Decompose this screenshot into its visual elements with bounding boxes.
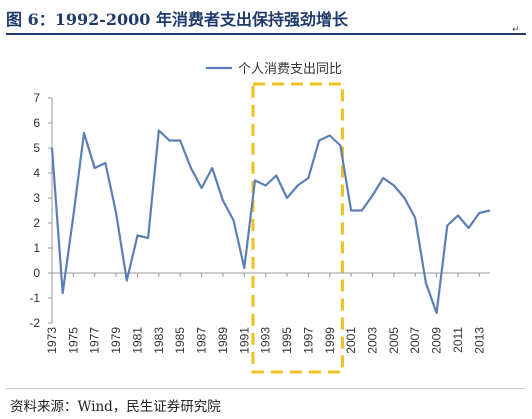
y-tick-label: 0: [33, 266, 40, 280]
x-tick-label: 2011: [451, 327, 465, 353]
y-tick-label: 6: [33, 116, 40, 130]
x-tick-label: 1979: [109, 327, 123, 354]
x-tick-label: 1991: [237, 327, 251, 354]
x-tick-label: 1983: [152, 327, 166, 354]
y-tick-label: 4: [33, 166, 40, 180]
x-tick-label: 1975: [66, 327, 80, 354]
y-tick-label: 1: [33, 241, 40, 255]
x-tick-label: 2003: [365, 327, 379, 354]
y-tick-label: -2: [29, 316, 40, 330]
y-tick-label: -1: [29, 291, 40, 305]
y-tick-label: 5: [33, 141, 40, 155]
series-line: [50, 129, 491, 315]
bottom-divider: [6, 388, 526, 389]
highlight-box: [251, 82, 344, 374]
x-tick-label: 1985: [173, 327, 187, 354]
line-chart: -2 -1 0 1 2 3 4 5 6 7 1973 1975 1977 1979 1981 1983 1985…: [29, 62, 491, 374]
x-tick-label: 1981: [130, 327, 144, 354]
x-tick-label: 2009: [430, 327, 444, 354]
x-tick-label: 2005: [387, 327, 401, 354]
x-tick-label: 1999: [323, 327, 337, 354]
x-tick-label: 1973: [45, 327, 59, 354]
x-tick-label: 1995: [280, 327, 294, 354]
source-note: 资料来源：Wind，民生证券研究院: [10, 399, 221, 415]
x-tick-label: 1993: [259, 327, 273, 354]
x-tick-label: 2001: [344, 327, 358, 354]
y-tick-label: 2: [33, 216, 40, 230]
y-tick-label: 7: [33, 91, 40, 105]
x-tick-label: 1987: [195, 327, 209, 354]
y-tick-label: 3: [33, 191, 40, 205]
title-divider: [6, 33, 526, 35]
legend-label: 个人消费支出同比: [238, 62, 342, 77]
x-tick-label: 2007: [408, 327, 422, 354]
paragraph-mark-icon: ↵: [512, 25, 520, 35]
x-tick-label: 1977: [88, 327, 102, 354]
x-tick-label: 1989: [216, 327, 230, 354]
x-tick-label: 2013: [472, 327, 486, 354]
figure-title: 图 6：1992-2000 年消费者支出保持强劲增长: [6, 10, 348, 29]
x-tick-label: 1997: [301, 327, 315, 354]
